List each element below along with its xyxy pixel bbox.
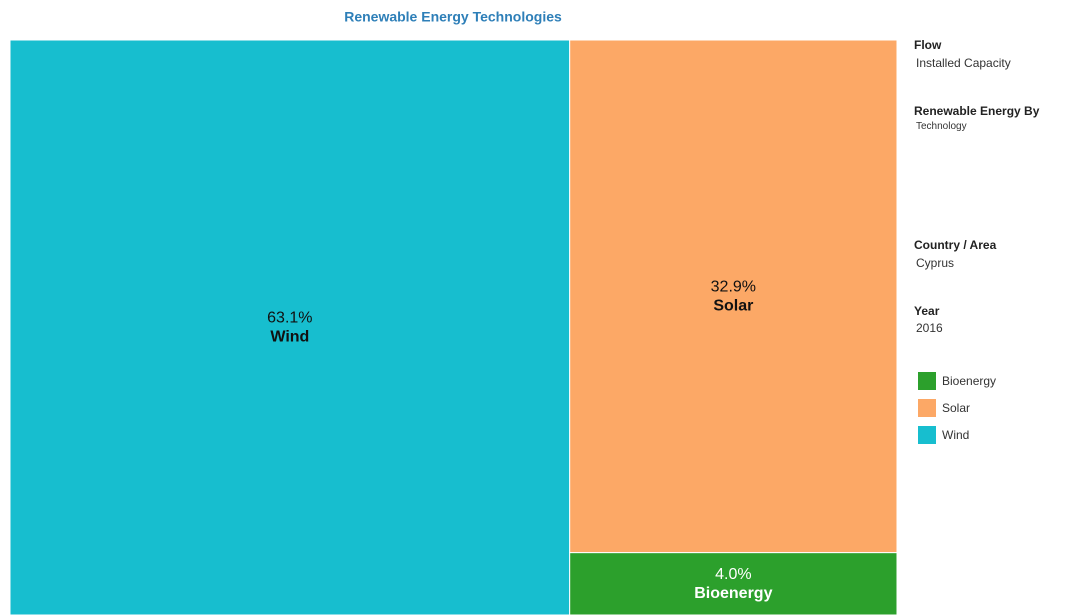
value-label: 32.9% <box>711 279 756 296</box>
tile <box>569 552 898 615</box>
filter-name: Renewable Energy By <box>914 104 1040 118</box>
filter-name: Year <box>914 304 940 318</box>
tile <box>9 39 571 615</box>
filter-value: Cyprus <box>916 256 955 270</box>
filter-value: Technology <box>916 121 967 132</box>
legend-item: Bioenergy <box>918 372 996 390</box>
category-label: Wind <box>270 329 309 346</box>
chart: Renewable Energy Technologies 63.1% Wind 3… <box>9 9 898 615</box>
tile <box>569 39 898 554</box>
legend-swatch <box>918 399 936 417</box>
filter-value: 2016 <box>916 321 943 335</box>
chart-title: Renewable Energy Technologies <box>344 9 562 25</box>
legend-label: Solar <box>942 401 971 415</box>
filter-value: Installed Capacity <box>916 56 1011 70</box>
legend-item: Wind <box>918 426 969 444</box>
filter-name: Flow <box>914 38 942 52</box>
legend-label: Bioenergy <box>942 374 997 388</box>
category-label: Bioenergy <box>694 585 772 602</box>
legend-swatch <box>918 426 936 444</box>
value-label: 4.0% <box>715 566 751 583</box>
legend-label: Wind <box>942 428 970 442</box>
category-label: Solar <box>713 298 753 315</box>
value-label: 63.1% <box>267 310 312 327</box>
filter-name: Country / Area <box>914 238 997 252</box>
legend-swatch <box>918 372 936 390</box>
legend-item: Solar <box>918 399 970 417</box>
